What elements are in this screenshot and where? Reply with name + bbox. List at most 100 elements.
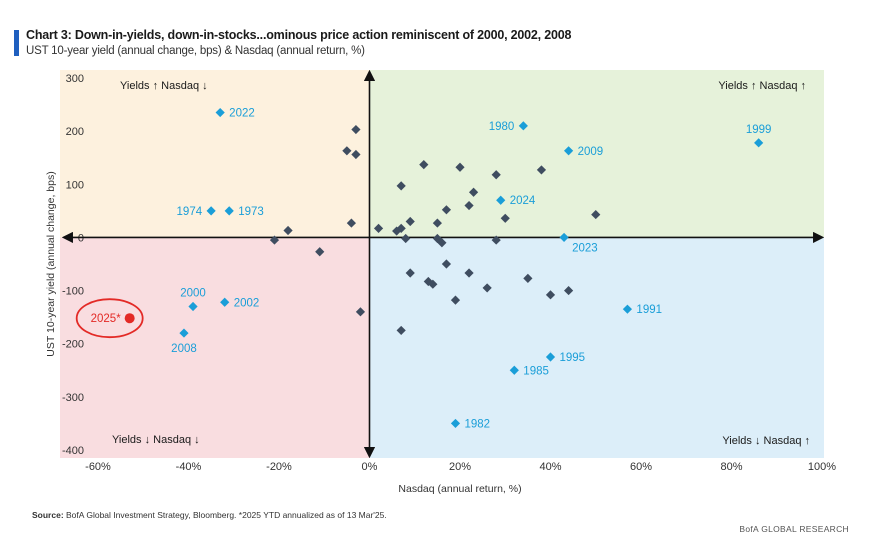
quadrant-label-top-right: Yields ↑ Nasdaq ↑ (718, 80, 806, 92)
x-tick-label: 20% (449, 461, 471, 473)
source-label: Source: (32, 510, 64, 520)
point-label: 1995 (560, 352, 586, 364)
point-label: 1985 (523, 365, 549, 377)
quadrant-top-left (60, 70, 370, 238)
x-tick-label: 0% (362, 461, 378, 473)
labeled-data-point (622, 304, 633, 314)
data-point (373, 223, 384, 233)
data-point (455, 162, 465, 172)
labeled-data-point (509, 365, 519, 375)
labeled-data-point (206, 206, 216, 216)
data-point (342, 146, 352, 156)
point-label: 1973 (238, 206, 264, 218)
chart-title: Chart 3: Down-in-yields, down-in-stocks.… (26, 28, 572, 42)
data-point (355, 307, 366, 317)
y-tick-label: -100 (62, 286, 84, 298)
x-tick-label: 100% (808, 461, 836, 473)
quadrant-label-bottom-left: Yields ↓ Nasdaq ↓ (112, 434, 200, 446)
data-point (405, 216, 415, 227)
y-tick-label: 200 (66, 126, 84, 138)
data-point (432, 218, 442, 228)
data-point (482, 283, 492, 293)
x-tick-label: -20% (266, 461, 292, 473)
data-point (396, 181, 406, 191)
y-tick-label: -300 (62, 392, 84, 404)
y-tick-label: 300 (66, 73, 84, 85)
point-label: 2023 (572, 242, 598, 254)
x-axis-title: Nasdaq (annual return, %) (398, 483, 521, 495)
data-point (346, 218, 356, 228)
source-text: BofA Global Investment Strategy, Bloombe… (63, 510, 387, 520)
axes (61, 69, 825, 459)
scatter-chart: 300 200 100 0 -100 -200 -300 -400-60% -40% -20% 0%… (45, 69, 836, 495)
y-axis-title: UST 10-year yield (annual change, bps) (45, 171, 57, 356)
data-point (441, 259, 452, 269)
data-point (491, 170, 501, 180)
point-label: 2024 (510, 195, 536, 207)
data-points: 2022 1980 2009 1999 1974 1973 2024 2023 2000 2002… (75, 107, 772, 430)
labeled-data-point (220, 297, 230, 307)
point-label: 2008 (171, 343, 197, 355)
labeled-data-point (496, 195, 506, 205)
y-tick-label: 100 (66, 179, 84, 191)
data-point (468, 187, 479, 197)
y-tick-label: -200 (62, 339, 84, 351)
data-point (269, 235, 280, 245)
data-point (464, 268, 474, 278)
labeled-data-point (559, 232, 569, 243)
point-label: 1999 (746, 124, 772, 136)
x-tick-label: 60% (630, 461, 652, 473)
axis-ticks: 300 200 100 0 -100 -200 -300 -400-60% -40% -20% 0%… (62, 73, 836, 473)
highlight-point (124, 313, 135, 324)
brand-label: BofA GLOBAL RESEARCH (739, 524, 849, 534)
data-point (437, 238, 447, 248)
data-point (523, 273, 533, 283)
data-point (500, 213, 510, 223)
title-accent-bar (14, 30, 19, 56)
point-label: 1974 (177, 206, 203, 218)
data-point (545, 290, 556, 300)
highlight-label: 2025* (91, 313, 122, 325)
data-point (396, 325, 406, 336)
data-point (591, 209, 601, 220)
data-point (401, 233, 411, 244)
labeled-data-point (224, 206, 234, 216)
x-tick-label: -60% (85, 461, 111, 473)
chart-subtitle: UST 10-year yield (annual change, bps) &… (26, 45, 365, 57)
data-point (428, 279, 438, 289)
labeled-data-point (215, 107, 225, 118)
quadrant-bottom-left (60, 237, 370, 458)
data-point (450, 295, 461, 305)
labeled-data-point (564, 146, 574, 156)
data-point (405, 268, 415, 278)
point-label: 2009 (578, 146, 604, 158)
highlight-circle (75, 298, 144, 339)
data-point (423, 276, 433, 287)
x-tick-label: 40% (539, 461, 561, 473)
x-tick-label: -40% (176, 461, 202, 473)
point-label: 2002 (234, 297, 260, 309)
y-tick-label: -400 (62, 445, 84, 457)
data-point (491, 235, 501, 245)
labeled-data-point (518, 121, 528, 131)
data-point (315, 247, 325, 257)
point-label: 1980 (489, 121, 515, 133)
point-label: 2000 (180, 288, 206, 300)
data-point (441, 205, 452, 215)
y-tick-label: 0 (78, 232, 84, 244)
data-point (564, 285, 574, 296)
data-point (283, 225, 293, 236)
quadrant-label-bottom-right: Yields ↓ Nasdaq ↑ (722, 435, 810, 447)
quadrant-backgrounds (60, 70, 824, 458)
labeled-data-point (188, 301, 198, 312)
point-label: 2022 (229, 108, 255, 120)
quadrant-label-top-left: Yields ↑ Nasdaq ↓ (120, 80, 208, 92)
x-tick-label: 80% (720, 461, 742, 473)
labeled-data-point (450, 418, 461, 429)
source-note: Source: BofA Global Investment Strategy,… (32, 510, 387, 520)
data-point (464, 200, 474, 211)
point-label: 1982 (464, 418, 490, 430)
data-point (536, 165, 547, 175)
data-point (351, 149, 361, 160)
labeled-data-point (179, 328, 189, 338)
